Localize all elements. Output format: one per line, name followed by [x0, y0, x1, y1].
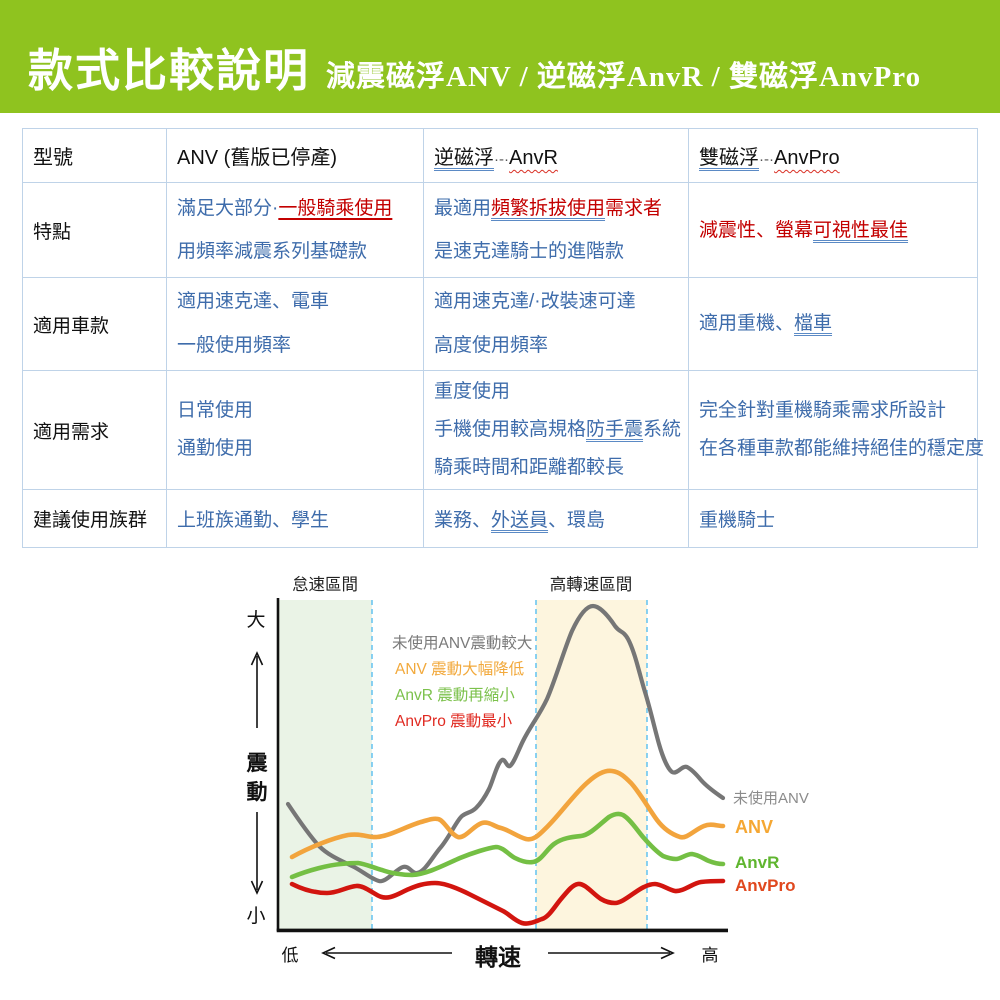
needs-anvr-l3: 騎乘時間和距離都較長: [434, 457, 625, 478]
up-arrow-icon: [250, 651, 264, 666]
format-mark: ·-·: [759, 151, 774, 168]
cell-model-anvpro: 雙磁浮·-·AnvPro: [688, 128, 978, 183]
annotation-anvpro: AnvPro 震動最小: [395, 712, 513, 730]
annotation-no-anv: 未使用ANV震動較大: [392, 634, 532, 652]
y-axis-title-char1: 震: [247, 752, 269, 775]
table-row-vehicles: 適用車款 適用速克達、電車 一般使用頻率 適用速克達/·改裝速可達 高度使用頻率…: [22, 277, 978, 371]
audience-anv-text: 上班族通勤、學生: [177, 510, 330, 531]
cell-model-anv: ANV (舊版已停產): [166, 128, 424, 183]
cell-audience-anv: 上班族通勤、學生: [166, 489, 424, 548]
cell-audience-anvr: 業務、外送員、環島: [423, 489, 689, 548]
features-anvpro-l1b: 可視性最佳: [813, 219, 909, 241]
comparison-table: 型號 ANV (舊版已停產) 逆磁浮·-·AnvR 雙磁浮·-·AnvPro 特…: [22, 128, 984, 548]
model-anvr-cn: 逆磁浮: [434, 147, 494, 169]
vibration-chart-svg: 怠速區間 高轉速區間 大 震 動 小 未使用ANV震動較大 ANV 震動大幅降低…: [246, 575, 809, 970]
series-label-anvpro: AnvPro: [735, 876, 795, 895]
cell-vehicles-anvpro: 適用重機、檔車: [688, 277, 978, 371]
high-rpm-band: [536, 600, 647, 930]
header-text-group: 款式比較說明 減震磁浮ANV / 逆磁浮AnvR / 雙磁浮AnvPro: [28, 34, 921, 99]
annotation-anv: ANV 震動大幅降低: [395, 660, 524, 678]
model-anvpro-cn: 雙磁浮: [699, 147, 759, 169]
cell-vehicles-anv: 適用速克達、電車 一般使用頻率: [166, 277, 424, 371]
cell-needs-anvr: 重度使用 手機使用較高規格防手震系統 騎乘時間和距離都較長: [423, 370, 689, 490]
table-row-audience: 建議使用族群 上班族通勤、學生 業務、外送員、環島 重機騎士: [22, 489, 978, 548]
curve-anvpro: [289, 878, 726, 926]
cell-audience-anvpro: 重機騎士: [688, 489, 978, 548]
needs-anvpro-l1: 完全針對重機騎乘需求所設計: [699, 400, 947, 421]
cell-features-anv: 滿足大部分·一般騎乘使用 用頻率減震系列基礎款: [166, 182, 424, 278]
features-anvr-l1b: 頻繁拆拔使用: [491, 198, 606, 219]
y-axis-title-char2: 動: [247, 781, 268, 804]
features-anv-l2: 用頻率減震系列基礎款: [177, 241, 368, 262]
needs-anvr-l2a: 手機使用較高規格: [434, 419, 587, 440]
row-header-model: 型號: [22, 128, 167, 183]
cell-needs-anvpro: 完全針對重機騎乘需求所設計 在各種車款都能維持絕佳的穩定度: [688, 370, 984, 490]
page-title: 款式比較說明: [28, 46, 311, 96]
idle-band-label: 怠速區間: [292, 575, 358, 594]
needs-anvr-l1: 重度使用: [434, 381, 511, 402]
audience-anvr-l1c: 、環島: [548, 510, 606, 531]
x-low-label: 低: [282, 946, 299, 965]
down-arrow-icon: [250, 880, 264, 895]
features-anvpro-l1a: 減震性、螢幕: [699, 219, 814, 241]
features-anvr-l2: 是速克達騎士的進階款: [434, 241, 625, 262]
vehicles-anvr-l1: 適用速克達/·改裝速可達: [434, 291, 636, 312]
vehicles-anv-l1: 適用速克達、電車: [177, 291, 330, 312]
y-max-label: 大: [246, 609, 265, 631]
annotation-anvr: AnvR 震動再縮小: [395, 686, 515, 704]
vehicles-anv-l2: 一般使用頻率: [177, 335, 292, 356]
cell-vehicles-anvr: 適用速克達/·改裝速可達 高度使用頻率: [423, 277, 689, 371]
cell-needs-anv: 日常使用 通勤使用: [166, 370, 424, 490]
needs-anvpro-l2: 在各種車款都能維持絕佳的穩定度: [699, 438, 985, 459]
audience-anvr-l1a: 業務、: [434, 510, 492, 531]
features-anvr-l1c: 需求者: [605, 198, 663, 219]
table-row-needs: 適用需求 日常使用 通勤使用 重度使用 手機使用較高規格防手震系統 騎乘時間和距…: [22, 370, 984, 490]
features-anvr-l1a: 最適用: [434, 198, 492, 219]
audience-anvr-l1b: 外送員: [491, 510, 549, 531]
cell-features-anvpro: 減震性、螢幕可視性最佳: [688, 182, 978, 278]
left-arrow-icon: [321, 946, 336, 960]
series-label-anvr: AnvR: [735, 853, 779, 872]
curve-anv: [289, 768, 726, 860]
row-header-audience: 建議使用族群: [22, 489, 167, 548]
table-row-model: 型號 ANV (舊版已停產) 逆磁浮·-·AnvR 雙磁浮·-·AnvPro: [22, 128, 978, 183]
audience-anvpro-text: 重機騎士: [699, 510, 776, 531]
features-anv-l1b: 一般騎乘使用: [278, 198, 393, 219]
y-min-label: 小: [246, 905, 265, 927]
series-label-anv: ANV: [735, 817, 773, 837]
row-header-features: 特點: [22, 182, 167, 278]
needs-anvr-l2b: 防手震: [586, 419, 644, 440]
page-subtitle: 減震磁浮ANV / 逆磁浮AnvR / 雙磁浮AnvPro: [326, 61, 922, 93]
vehicles-anvr-l2: 高度使用頻率: [434, 335, 549, 356]
series-label-no-anv: 未使用ANV: [733, 790, 809, 807]
vehicles-anvpro-l1b: 檔車: [794, 313, 833, 334]
cell-features-anvr: 最適用頻繁拆拔使用需求者 是速克達騎士的進階款: [423, 182, 689, 278]
table-row-features: 特點 滿足大部分·一般騎乘使用 用頻率減震系列基礎款 最適用頻繁拆拔使用需求者 …: [22, 182, 978, 278]
needs-anvr-l2c: 系統: [643, 419, 682, 440]
high-rpm-band-label: 高轉速區間: [550, 575, 633, 594]
vehicles-anvpro-l1a: 適用重機、: [699, 313, 795, 334]
row-header-vehicles: 適用車款: [22, 277, 167, 371]
x-axis-title: 轉速: [475, 944, 521, 970]
header-banner: 款式比較說明 減震磁浮ANV / 逆磁浮AnvR / 雙磁浮AnvPro: [0, 0, 1000, 113]
row-header-needs: 適用需求: [22, 370, 167, 490]
needs-anv-l2: 通勤使用: [177, 438, 254, 459]
idle-band: [278, 600, 372, 930]
model-anvpro-en: AnvPro: [774, 147, 840, 169]
right-arrow-icon: [660, 946, 675, 960]
x-high-label: 高: [702, 946, 719, 965]
needs-anv-l1: 日常使用: [177, 400, 254, 421]
vibration-chart: 怠速區間 高轉速區間 大 震 動 小 未使用ANV震動較大 ANV 震動大幅降低…: [230, 562, 982, 985]
cell-model-anvr: 逆磁浮·-·AnvR: [423, 128, 689, 183]
curve-anvr: [289, 811, 726, 880]
model-anv-text: ANV (舊版已停產): [177, 147, 337, 169]
format-mark: ·-·: [494, 151, 509, 168]
features-anv-l1a: 滿足大部分·: [177, 198, 279, 219]
model-anvr-en: AnvR: [509, 147, 558, 169]
curve-no-anv: [285, 603, 726, 884]
